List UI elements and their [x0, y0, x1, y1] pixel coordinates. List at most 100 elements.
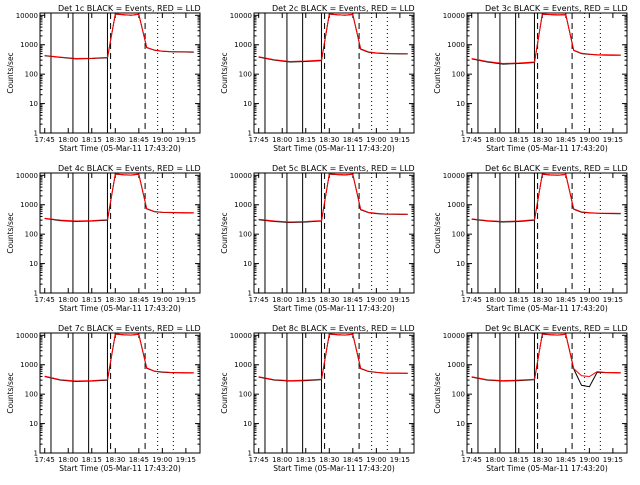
- x-tick-label: 18:15: [82, 456, 102, 464]
- y-tick-label: 10000: [443, 12, 465, 20]
- series-line-black: [471, 173, 621, 223]
- y-tick-label: 1: [461, 450, 465, 458]
- x-tick-label: 18:30: [319, 296, 339, 304]
- y-tick-label: 1: [34, 290, 38, 298]
- series-line-red: [471, 13, 621, 65]
- y-tick-label: 1000: [447, 201, 465, 209]
- x-tick-label: 18:45: [343, 296, 363, 304]
- y-tick-label: 1: [248, 290, 252, 298]
- plot-frame: [466, 172, 628, 294]
- panel-title: Det 4c BLACK = Events, RED = LLD: [58, 164, 201, 173]
- x-tick-label: 18:00: [272, 456, 292, 464]
- x-tick-label: 18:00: [485, 296, 505, 304]
- series-line-red: [471, 173, 621, 223]
- panel-5: 1 10 100 1000 10000 17:45 18:00 18:15 18:30 18:45…: [220, 164, 415, 313]
- panel-7: 1 10 100 1000 10000 17:45 18:00 18:15 18:30 18:45…: [6, 324, 201, 473]
- y-axis-label: Counts/sec: [433, 212, 442, 253]
- series-line-black: [471, 13, 621, 65]
- plot-frame: [39, 172, 201, 294]
- series-line-black: [471, 333, 621, 388]
- series-line-black: [258, 13, 408, 63]
- x-axis-label: Start Time (05-Mar-11 17:43:20): [59, 144, 181, 153]
- y-tick-label: 10: [243, 260, 252, 268]
- x-axis-label: Start Time (05-Mar-11 17:43:20): [273, 464, 395, 473]
- x-tick-label: 18:00: [272, 296, 292, 304]
- series-line-red: [258, 13, 408, 63]
- x-axis-label: Start Time (05-Mar-11 17:43:20): [59, 304, 181, 313]
- y-tick-label: 1: [248, 130, 252, 138]
- series-line-black: [44, 13, 194, 60]
- y-tick-label: 10000: [230, 12, 252, 20]
- y-tick-label: 10: [456, 100, 465, 108]
- y-tick-label: 10: [243, 420, 252, 428]
- series-line-red: [44, 13, 194, 60]
- y-tick-label: 10000: [230, 172, 252, 180]
- x-tick-label: 18:30: [105, 456, 125, 464]
- x-tick-label: 18:00: [272, 136, 292, 144]
- series-line-red: [258, 173, 408, 223]
- x-tick-label: 19:00: [366, 136, 386, 144]
- y-tick-label: 100: [25, 391, 38, 399]
- plot-frame: [253, 12, 415, 134]
- y-tick-label: 1000: [20, 201, 38, 209]
- panel-title: Det 7c BLACK = Events, RED = LLD: [58, 324, 201, 333]
- y-axis-label: Counts/sec: [433, 52, 442, 93]
- x-tick-label: 17:45: [249, 136, 269, 144]
- y-tick-label: 100: [239, 231, 252, 239]
- x-tick-label: 18:15: [296, 136, 316, 144]
- x-tick-label: 17:45: [35, 456, 55, 464]
- x-axis-label: Start Time (05-Mar-11 17:43:20): [486, 464, 608, 473]
- y-tick-label: 1: [34, 130, 38, 138]
- x-tick-label: 17:45: [249, 456, 269, 464]
- x-axis-label: Start Time (05-Mar-11 17:43:20): [486, 304, 608, 313]
- y-tick-label: 1000: [447, 41, 465, 49]
- x-tick-label: 18:45: [343, 136, 363, 144]
- x-tick-label: 17:45: [35, 296, 55, 304]
- series-line-black: [44, 333, 194, 383]
- x-tick-label: 19:15: [390, 456, 410, 464]
- y-tick-label: 1000: [447, 361, 465, 369]
- x-tick-label: 18:15: [509, 456, 529, 464]
- y-tick-label: 1000: [234, 201, 252, 209]
- y-tick-label: 10: [29, 100, 38, 108]
- plot-frame: [466, 332, 628, 454]
- x-tick-label: 19:00: [579, 296, 599, 304]
- x-tick-label: 19:15: [176, 136, 196, 144]
- x-tick-label: 19:15: [603, 296, 623, 304]
- y-tick-label: 1000: [20, 41, 38, 49]
- y-tick-label: 10000: [443, 172, 465, 180]
- plot-frame: [253, 172, 415, 294]
- x-tick-label: 18:45: [556, 456, 576, 464]
- x-tick-label: 18:15: [82, 296, 102, 304]
- series-line-black: [44, 173, 194, 223]
- plot-frame: [253, 332, 415, 454]
- panel-title: Det 8c BLACK = Events, RED = LLD: [272, 324, 415, 333]
- panel-6: 1 10 100 1000 10000 17:45 18:00 18:15 18:30 18:45…: [433, 164, 628, 313]
- x-tick-label: 19:15: [176, 296, 196, 304]
- y-axis-label: Counts/sec: [220, 372, 229, 413]
- x-tick-label: 18:45: [129, 456, 149, 464]
- y-tick-label: 10000: [16, 332, 38, 340]
- x-tick-label: 17:45: [462, 136, 482, 144]
- series-line-red: [44, 173, 194, 222]
- x-tick-label: 18:45: [343, 456, 363, 464]
- x-tick-label: 18:45: [556, 296, 576, 304]
- panel-2: 1 10 100 1000 10000 17:45 18:00 18:15 18:30 18:45…: [220, 4, 415, 153]
- x-tick-label: 18:30: [532, 136, 552, 144]
- y-tick-label: 1: [34, 450, 38, 458]
- panel-3: 1 10 100 1000 10000 17:45 18:00 18:15 18:30 18:45…: [433, 4, 628, 153]
- panel-8: 1 10 100 1000 10000 17:45 18:00 18:15 18:30 18:45…: [220, 324, 415, 473]
- x-axis-label: Start Time (05-Mar-11 17:43:20): [273, 304, 395, 313]
- y-tick-label: 10: [456, 260, 465, 268]
- x-tick-label: 19:15: [176, 456, 196, 464]
- panel-title: Det 6c BLACK = Events, RED = LLD: [485, 164, 628, 173]
- x-tick-label: 18:15: [509, 296, 529, 304]
- x-tick-label: 18:45: [129, 136, 149, 144]
- x-tick-label: 18:15: [296, 456, 316, 464]
- x-tick-label: 18:30: [105, 136, 125, 144]
- x-tick-label: 18:00: [58, 136, 78, 144]
- panel-title: Det 9c BLACK = Events, RED = LLD: [485, 324, 628, 333]
- y-tick-label: 100: [452, 71, 465, 79]
- x-tick-label: 18:30: [532, 456, 552, 464]
